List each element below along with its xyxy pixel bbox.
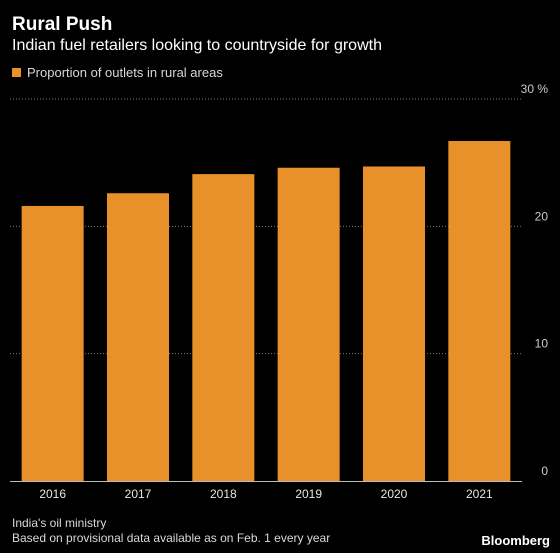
y-tick-label: 30 % [521, 82, 549, 96]
bar [192, 174, 255, 482]
chart-title: Rural Push [12, 14, 113, 35]
x-tick-label: 2021 [466, 487, 493, 501]
bar [363, 166, 425, 481]
x-tick-label: 2018 [210, 487, 237, 501]
x-tick-label: 2019 [295, 487, 322, 501]
chart-subtitle: Indian fuel retailers looking to country… [12, 37, 382, 54]
legend: Proportion of outlets in rural areas [12, 65, 223, 80]
bar [21, 205, 84, 481]
legend-swatch [12, 68, 21, 77]
y-tick-label: 20 [535, 209, 549, 223]
legend-label: Proportion of outlets in rural areas [27, 65, 223, 80]
source-note: India's oil ministry [12, 516, 107, 530]
y-tick-label: 0 [541, 464, 548, 478]
x-tick-label: 2017 [125, 487, 152, 501]
bar [448, 141, 511, 481]
bar [107, 193, 169, 481]
x-tick-label: 2020 [381, 487, 408, 501]
footnote: Based on provisional data available as o… [12, 531, 331, 545]
bloomberg-logo: Bloomberg [481, 533, 550, 548]
bar [277, 167, 340, 481]
x-tick-label: 2016 [39, 487, 66, 501]
y-tick-label: 10 [535, 337, 549, 351]
